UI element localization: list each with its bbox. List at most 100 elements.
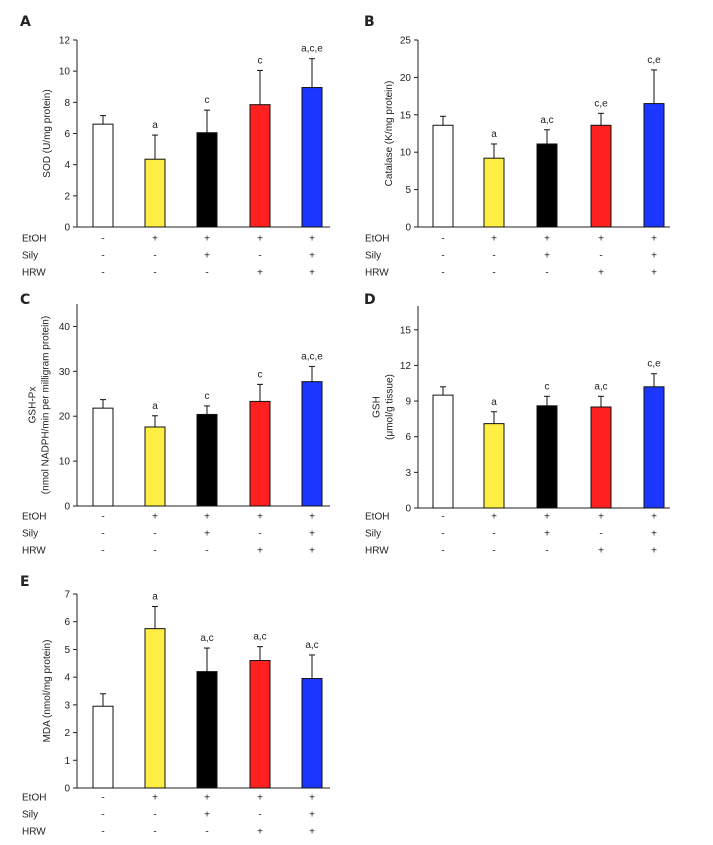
significance-label: a (491, 397, 497, 408)
condition-sign: - (101, 512, 104, 523)
bar (144, 426, 166, 507)
y-tick-label: 6 (405, 432, 411, 443)
y-axis-title: GSH (372, 396, 383, 418)
condition-sign: - (492, 529, 495, 540)
significance-label: a,c (305, 640, 318, 651)
condition-sign: + (309, 810, 315, 821)
condition-sign: + (204, 793, 210, 804)
condition-sign: - (258, 810, 261, 821)
significance-label: a,c (594, 381, 607, 392)
condition-sign: - (153, 529, 156, 540)
condition-sign: + (491, 234, 497, 245)
condition-sign: + (651, 546, 657, 557)
condition-sign: + (544, 234, 550, 245)
condition-sign: + (598, 268, 604, 279)
condition-sign: + (544, 529, 550, 540)
y-tick-label: 25 (400, 36, 412, 47)
condition-sign: - (205, 546, 208, 557)
condition-sign: - (545, 546, 548, 557)
condition-sign: + (204, 529, 210, 540)
bar (301, 381, 323, 507)
significance-label: c (545, 381, 550, 392)
condition-sign: + (491, 512, 497, 523)
significance-label: c,e (647, 359, 661, 370)
y-tick-label: 2 (64, 728, 70, 739)
condition-sign: - (205, 827, 208, 838)
panel-letter: B (364, 14, 375, 30)
y-tick-label: 1 (64, 756, 70, 767)
condition-sign: - (101, 827, 104, 838)
significance-label: a (491, 129, 497, 140)
condition-sign: + (204, 512, 210, 523)
y-tick-label: 7 (64, 590, 70, 601)
condition-sign: + (309, 793, 315, 804)
condition-sign: - (599, 529, 602, 540)
y-axis-title: Catalase (K/mg protein) (384, 81, 395, 187)
condition-sign: - (205, 268, 208, 279)
y-tick-label: 40 (59, 322, 71, 333)
condition-sign: + (309, 251, 315, 262)
y-tick-label: 15 (400, 325, 412, 336)
condition-sign: + (257, 512, 263, 523)
condition-label: EtOH (22, 234, 46, 245)
condition-sign: + (257, 793, 263, 804)
y-tick-label: 10 (59, 457, 71, 468)
condition-sign: + (309, 268, 315, 279)
bar (144, 628, 166, 789)
condition-sign: - (545, 268, 548, 279)
bar (249, 104, 271, 228)
y-tick-label: 0 (64, 784, 70, 795)
condition-sign: + (651, 529, 657, 540)
condition-sign: + (309, 234, 315, 245)
significance-label: c,e (594, 98, 608, 109)
condition-sign: - (441, 512, 444, 523)
significance-label: a,c (253, 632, 266, 643)
significance-label: a,c (200, 633, 213, 644)
y-tick-label: 10 (59, 67, 71, 78)
condition-sign: + (544, 251, 550, 262)
condition-label: Sily (365, 529, 381, 540)
condition-label: HRW (365, 546, 389, 557)
y-tick-label: 20 (59, 412, 71, 423)
condition-label: HRW (365, 268, 389, 279)
panel-letter: D (364, 292, 376, 308)
condition-sign: + (309, 529, 315, 540)
y-tick-label: 0 (405, 223, 411, 234)
panel-letter: E (20, 574, 30, 590)
condition-label: EtOH (365, 234, 389, 245)
y-axis-title: (μmol/g tissue) (385, 374, 396, 440)
bar (536, 143, 558, 228)
condition-sign: - (153, 810, 156, 821)
significance-label: a (152, 401, 158, 412)
condition-sign: - (153, 546, 156, 557)
y-tick-label: 15 (400, 110, 412, 121)
condition-sign: + (651, 234, 657, 245)
bar (643, 386, 665, 509)
condition-sign: + (204, 810, 210, 821)
condition-sign: - (258, 529, 261, 540)
condition-sign: + (598, 512, 604, 523)
condition-label: EtOH (22, 512, 46, 523)
significance-label: c (205, 391, 210, 402)
condition-sign: + (204, 234, 210, 245)
panel-letter: C (20, 292, 30, 308)
condition-sign: + (152, 793, 158, 804)
bar (249, 400, 271, 507)
condition-sign: - (441, 251, 444, 262)
bar (301, 87, 323, 228)
condition-sign: + (598, 234, 604, 245)
significance-label: a,c,e (301, 351, 323, 362)
y-axis-title: GSH-Px (28, 387, 39, 424)
y-tick-label: 4 (64, 160, 70, 171)
y-axis-title: SOD (U/mg protein) (42, 89, 53, 177)
significance-label: a,c,e (301, 44, 323, 55)
y-tick-label: 0 (405, 504, 411, 515)
y-tick-label: 3 (64, 700, 70, 711)
significance-label: c (258, 369, 263, 380)
condition-sign: - (492, 546, 495, 557)
condition-sign: + (257, 827, 263, 838)
condition-sign: + (257, 268, 263, 279)
condition-label: EtOH (22, 793, 46, 804)
bar (92, 407, 114, 507)
